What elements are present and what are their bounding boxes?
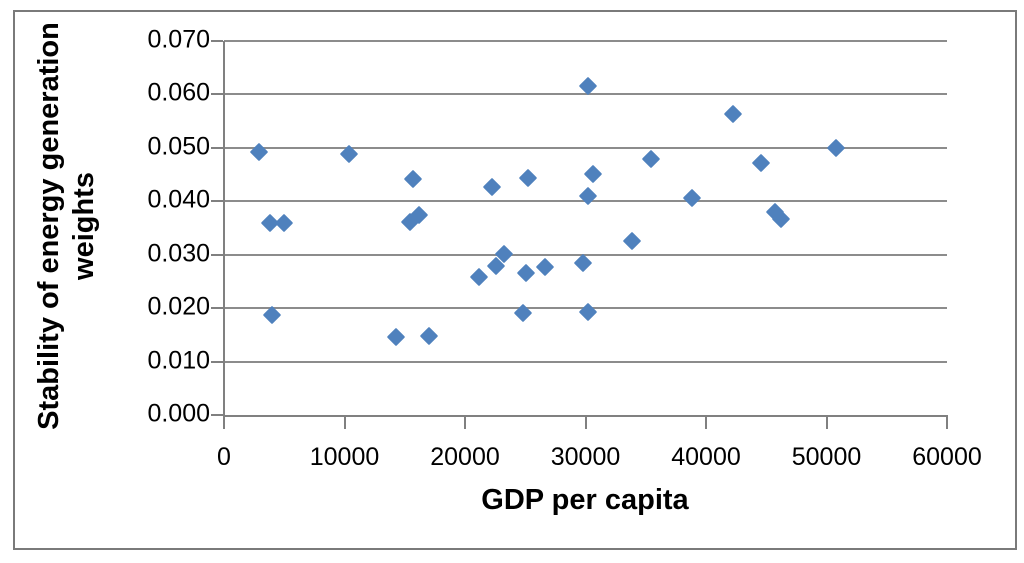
y-axis-line: [223, 41, 225, 417]
x-tick-mark: [705, 417, 707, 429]
y-tick-label: 0.040: [147, 185, 210, 214]
x-tick-mark: [584, 417, 587, 429]
x-tick-mark: [343, 417, 346, 429]
gridline: [224, 146, 947, 149]
x-tick-label: 50000: [791, 443, 862, 471]
y-tick-mark: [211, 93, 223, 96]
x-tick-mark: [946, 417, 948, 429]
x-tick-label: 60000: [912, 443, 982, 471]
y-tick-mark: [211, 200, 223, 203]
y-tick-mark: [211, 146, 223, 149]
y-tick-mark: [211, 40, 223, 42]
y-tick-mark: [211, 253, 223, 256]
y-tick-label: 0.050: [147, 132, 210, 161]
gridline: [224, 253, 947, 256]
y-tick-label: 0.060: [147, 78, 210, 107]
y-tick-label: 0.020: [147, 292, 210, 321]
y-axis-title-line2: weights: [68, 172, 100, 280]
gridline: [224, 40, 947, 42]
x-tick-label: 30000: [550, 443, 621, 471]
x-tick-label: 0: [217, 443, 231, 471]
y-axis-title-line1: Stability of energy generation: [33, 22, 65, 430]
x-tick-label: 10000: [309, 443, 380, 471]
y-tick-mark: [211, 360, 223, 363]
x-tick-label: 40000: [671, 443, 741, 471]
y-tick-mark: [211, 307, 223, 310]
x-tick-label: 20000: [430, 443, 500, 471]
y-tick-label: 0.000: [147, 399, 210, 428]
y-tick-label: 0.070: [147, 25, 210, 54]
y-tick-label: 0.030: [147, 239, 210, 268]
y-tick-label: 0.010: [147, 345, 210, 374]
y-axis-title: Stability of energy generation weights: [32, 22, 102, 430]
x-axis-line: [223, 415, 948, 417]
x-tick-mark: [223, 417, 225, 429]
x-tick-mark: [825, 417, 828, 429]
x-axis-title: GDP per capita: [481, 484, 689, 516]
y-tick-mark: [211, 414, 223, 416]
gridline: [224, 360, 947, 363]
chart-figure-border: [13, 10, 1017, 550]
gridline: [224, 93, 947, 96]
x-tick-mark: [464, 417, 466, 429]
